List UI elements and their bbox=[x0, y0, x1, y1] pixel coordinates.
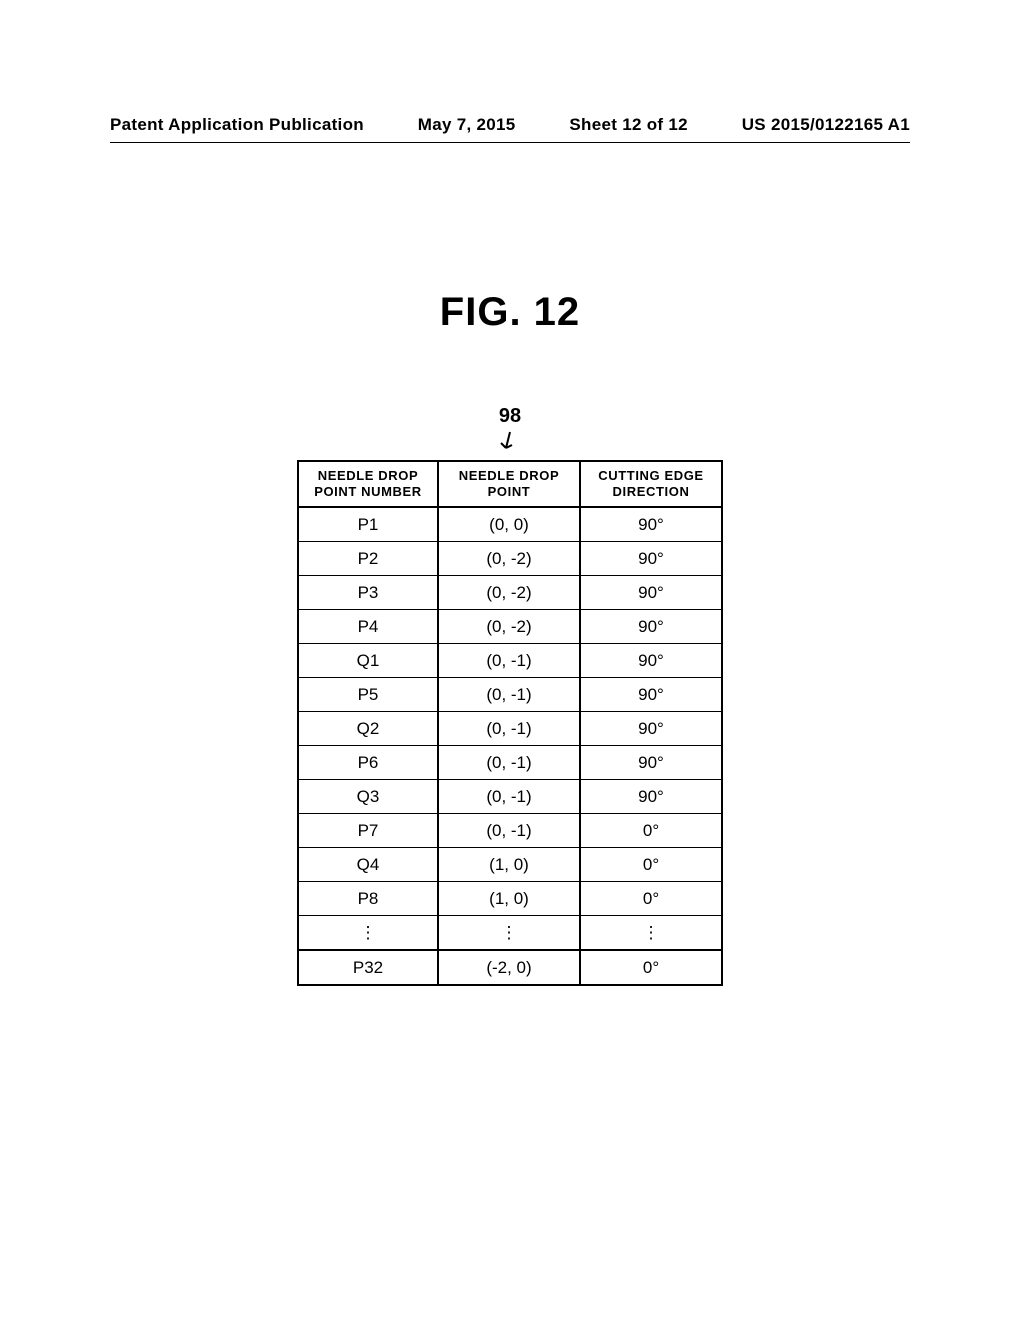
table-body: P1(0, 0)90°P2(0, -2)90°P3(0, -2)90°P4(0,… bbox=[298, 507, 722, 985]
col-header-number: NEEDLE DROPPOINT NUMBER bbox=[298, 461, 438, 507]
table-cell: 90° bbox=[580, 712, 722, 746]
table-cell: (0, -1) bbox=[438, 712, 580, 746]
table-row: Q2(0, -1)90° bbox=[298, 712, 722, 746]
table-cell: P32 bbox=[298, 950, 438, 985]
table-row: P5(0, -1)90° bbox=[298, 678, 722, 712]
table-cell: (0, 0) bbox=[438, 507, 580, 542]
col-header-point: NEEDLE DROPPOINT bbox=[438, 461, 580, 507]
header-sheet: Sheet 12 of 12 bbox=[569, 115, 688, 135]
table-header-row: NEEDLE DROPPOINT NUMBER NEEDLE DROPPOINT… bbox=[298, 461, 722, 507]
table-cell: (1, 0) bbox=[438, 882, 580, 916]
table-cell: P5 bbox=[298, 678, 438, 712]
table-row: Q4(1, 0)0° bbox=[298, 848, 722, 882]
table-row: P2(0, -2)90° bbox=[298, 542, 722, 576]
table-cell: 90° bbox=[580, 746, 722, 780]
table-cell: 90° bbox=[580, 542, 722, 576]
table-cell: P1 bbox=[298, 507, 438, 542]
header-publication: Patent Application Publication bbox=[110, 115, 364, 135]
page-header: Patent Application Publication May 7, 20… bbox=[110, 115, 910, 135]
table-cell: ⋮ bbox=[438, 916, 580, 951]
table-cell: 90° bbox=[580, 507, 722, 542]
table-cell: ⋮ bbox=[298, 916, 438, 951]
table-cell: Q2 bbox=[298, 712, 438, 746]
table-cell: 90° bbox=[580, 644, 722, 678]
header-date: May 7, 2015 bbox=[418, 115, 516, 135]
table-cell: (0, -1) bbox=[438, 814, 580, 848]
table-row: P6(0, -1)90° bbox=[298, 746, 722, 780]
table-cell: P3 bbox=[298, 576, 438, 610]
reference-arrow-icon bbox=[496, 430, 524, 460]
table-cell: 90° bbox=[580, 610, 722, 644]
table-row: P3(0, -2)90° bbox=[298, 576, 722, 610]
table-cell: 90° bbox=[580, 678, 722, 712]
table-row: P4(0, -2)90° bbox=[298, 610, 722, 644]
table-cell: 90° bbox=[580, 780, 722, 814]
needle-drop-table: NEEDLE DROPPOINT NUMBER NEEDLE DROPPOINT… bbox=[297, 460, 723, 986]
table-cell: (-2, 0) bbox=[438, 950, 580, 985]
table-cell: 0° bbox=[580, 882, 722, 916]
table-cell: (0, -2) bbox=[438, 576, 580, 610]
table-row: P7(0, -1)0° bbox=[298, 814, 722, 848]
table-cell: (1, 0) bbox=[438, 848, 580, 882]
table-row: Q3(0, -1)90° bbox=[298, 780, 722, 814]
table-cell: P4 bbox=[298, 610, 438, 644]
reference-marker: 98 bbox=[0, 405, 1020, 460]
table-cell: 90° bbox=[580, 576, 722, 610]
table-cell: Q4 bbox=[298, 848, 438, 882]
header-patent-no: US 2015/0122165 A1 bbox=[742, 115, 910, 135]
table-cell: 0° bbox=[580, 950, 722, 985]
header-rule bbox=[110, 142, 910, 143]
table-row: P8(1, 0)0° bbox=[298, 882, 722, 916]
table-row: Q1(0, -1)90° bbox=[298, 644, 722, 678]
table-cell: Q1 bbox=[298, 644, 438, 678]
table-cell: (0, -1) bbox=[438, 780, 580, 814]
table-cell: 0° bbox=[580, 848, 722, 882]
table-cell: (0, -2) bbox=[438, 542, 580, 576]
table-cell: (0, -1) bbox=[438, 644, 580, 678]
figure-title: FIG. 12 bbox=[0, 290, 1020, 335]
col-header-direction: CUTTING EDGEDIRECTION bbox=[580, 461, 722, 507]
table-cell: 0° bbox=[580, 814, 722, 848]
table-cell: (0, -1) bbox=[438, 746, 580, 780]
table-cell: (0, -2) bbox=[438, 610, 580, 644]
table-cell: ⋮ bbox=[580, 916, 722, 951]
table-cell: (0, -1) bbox=[438, 678, 580, 712]
table-cell: P8 bbox=[298, 882, 438, 916]
table-row: P1(0, 0)90° bbox=[298, 507, 722, 542]
table-cell: Q3 bbox=[298, 780, 438, 814]
table-row: ⋮⋮⋮ bbox=[298, 916, 722, 951]
data-table-wrap: NEEDLE DROPPOINT NUMBER NEEDLE DROPPOINT… bbox=[297, 460, 723, 986]
table-row: P32(-2, 0)0° bbox=[298, 950, 722, 985]
page: Patent Application Publication May 7, 20… bbox=[0, 0, 1020, 1320]
reference-number: 98 bbox=[499, 405, 521, 427]
table-cell: P6 bbox=[298, 746, 438, 780]
table-cell: P2 bbox=[298, 542, 438, 576]
table-cell: P7 bbox=[298, 814, 438, 848]
